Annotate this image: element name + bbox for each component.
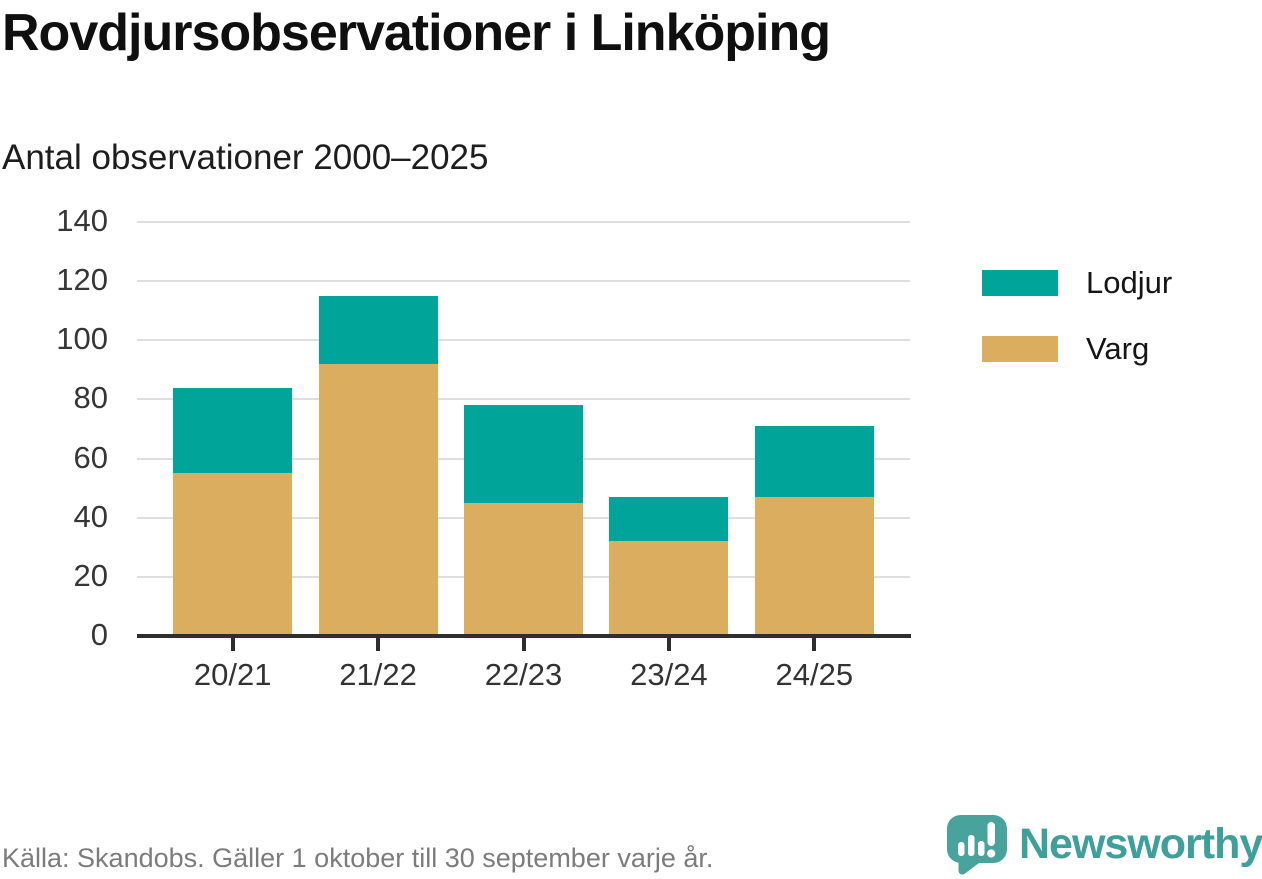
x-axis-tick: [812, 637, 817, 651]
y-axis-tick-label: 60: [73, 439, 108, 475]
legend-label: Lodjur: [1086, 265, 1173, 300]
bar-segment-varg-23-24: [609, 541, 729, 636]
legend-swatch-varg: [982, 336, 1058, 362]
x-axis-category-label: 22/23: [484, 657, 563, 692]
source-note: Källa: Skandobs. Gäller 1 oktober till 3…: [2, 843, 714, 873]
x-axis-tick: [521, 637, 526, 651]
y-axis-tick-label: 100: [56, 321, 108, 357]
bar-segment-lodjur-21-22: [318, 295, 438, 364]
gridline-y-140: [137, 221, 910, 223]
y-axis-tick-label: 120: [56, 262, 108, 298]
x-axis-line: [137, 633, 911, 638]
x-axis-tick: [376, 637, 381, 651]
legend-label: Varg: [1086, 331, 1150, 366]
y-axis-tick-label: 40: [73, 498, 108, 534]
bar-segment-varg-22-23: [464, 502, 583, 636]
x-axis-tick: [230, 637, 235, 651]
bar-segment-varg-21-22: [318, 363, 438, 636]
y-axis-tick-label: 0: [90, 617, 108, 652]
x-axis-category-label: 20/21: [193, 657, 272, 692]
chart-subtitle: Antal observationer 2000–2025: [2, 138, 489, 177]
bar-segment-varg-20-21: [173, 473, 293, 636]
bar-segment-lodjur-20-21: [173, 387, 293, 474]
bar-segment-lodjur-24-25: [754, 426, 874, 497]
x-axis-category-label: 21/22: [339, 657, 417, 692]
newsworthy-logo-text: Newsworthy: [1019, 820, 1262, 868]
gridline-y-80: [137, 398, 910, 401]
chart-title: Rovdjursobservationer i Linköping: [2, 4, 831, 62]
y-axis-tick-label: 80: [73, 380, 108, 416]
y-axis-tick-label: 20: [73, 557, 108, 593]
x-axis-category-label: 23/24: [630, 657, 708, 692]
newsworthy-logo-icon: [947, 815, 1007, 875]
x-axis-tick: [666, 637, 671, 651]
x-axis-category-label: 24/25: [775, 657, 854, 692]
bar-segment-varg-24-25: [754, 497, 874, 636]
newsworthy-logo: Newsworthy: [946, 814, 1262, 875]
y-axis-tick-label: 140: [56, 203, 108, 238]
plot-area: 0 20 40 60 80 100 120 140 20/21 21/22 22/23 23/24 24…: [56, 203, 911, 692]
bar-segment-lodjur-22-23: [464, 405, 583, 503]
legend-swatch-lodjur: [982, 270, 1058, 296]
bar-segment-lodjur-23-24: [609, 497, 729, 542]
gridline-y-100: [137, 339, 910, 342]
legend-item-varg: Varg: [982, 331, 1172, 367]
chart-legend: Lodjur Varg: [982, 265, 1172, 397]
legend-item-lodjur: Lodjur: [982, 265, 1172, 301]
gridline-y-120: [137, 280, 910, 283]
